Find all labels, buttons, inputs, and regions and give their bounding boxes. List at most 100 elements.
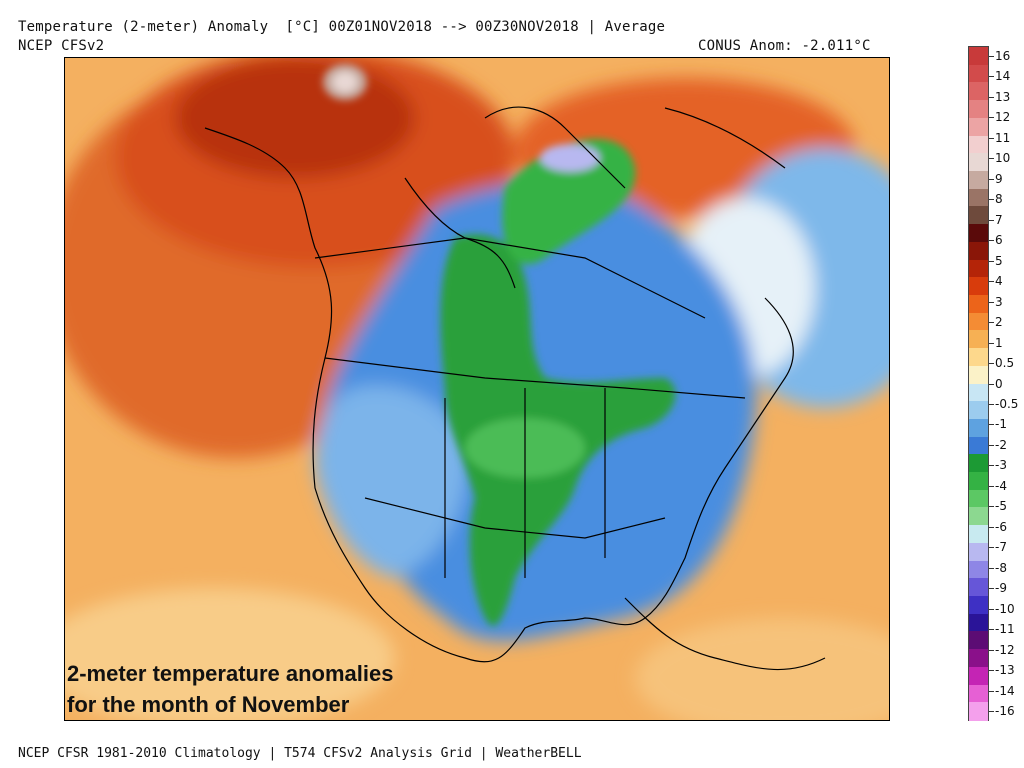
- colorbar-cell: [969, 348, 988, 367]
- colorbar-tick: [989, 158, 994, 160]
- colorbar-label: 5: [995, 253, 1003, 268]
- colorbar-label: -4: [995, 478, 1007, 493]
- colorbar-tick: [989, 465, 994, 467]
- colorbar-label: 8: [995, 192, 1003, 207]
- colorbar-cell: [969, 596, 988, 615]
- colorbar-tick: [989, 526, 994, 528]
- colorbar-tick: [989, 96, 994, 98]
- colorbar-label: 0: [995, 376, 1003, 391]
- colorbar-label: -3: [995, 458, 1007, 473]
- colorbar-tick: [989, 403, 994, 405]
- colorbar-cell: [969, 330, 988, 349]
- colorbar-tick: [989, 485, 994, 487]
- colorbar-label: 11: [995, 130, 1011, 145]
- colorbar-cell: [969, 702, 988, 721]
- colorbar-label: 10: [995, 151, 1011, 166]
- colorbar-cell: [969, 294, 988, 314]
- colorbar-label: 12: [995, 110, 1011, 125]
- colorbar-tick: [989, 506, 994, 508]
- colorbar-label: -0.5: [995, 396, 1019, 411]
- colorbar-tick: [989, 219, 994, 221]
- colorbar-tick: [989, 117, 994, 119]
- colorbar-label: -14: [995, 683, 1015, 698]
- field-pacific-south: [65, 588, 395, 720]
- colorbar-label: 7: [995, 212, 1003, 227]
- coastlines: [204, 106, 826, 671]
- anomaly-field: [65, 58, 889, 720]
- colorbar-cell: [969, 188, 988, 207]
- colorbar-cell: [969, 489, 988, 509]
- colorbar-tick: [989, 56, 994, 57]
- colorbar-label: 4: [995, 274, 1003, 289]
- colorbar-cell: [969, 418, 988, 438]
- colorbar-label: 6: [995, 233, 1003, 248]
- footer-credit: NCEP CFSR 1981-2010 Climatology | T574 C…: [18, 746, 582, 761]
- colorbar-label: 9: [995, 171, 1003, 186]
- colorbar-label: -12: [995, 642, 1015, 657]
- colorbar-tick: [989, 547, 994, 549]
- caption-line-2: for the month of November: [67, 692, 350, 717]
- colorbar-cell: [969, 472, 988, 491]
- colorbar-cell: [969, 578, 988, 597]
- colorbar-tick: [989, 711, 994, 712]
- map-title: Temperature (2-meter) Anomaly [°C] 00Z01…: [18, 19, 666, 35]
- colorbar-label: 2: [995, 315, 1003, 330]
- colorbar-label: -13: [995, 663, 1015, 678]
- colorbar-cell: [969, 47, 988, 66]
- field-western-us-cool: [315, 385, 467, 578]
- colorbar-tick: [989, 588, 994, 590]
- colorbar-cell: [969, 64, 988, 83]
- colorbar-label: 13: [995, 89, 1011, 104]
- field-alaska-peak-core: [333, 72, 357, 92]
- colorbar-tick: [989, 363, 994, 365]
- colorbar-cell: [969, 312, 988, 331]
- colorbar-cell: [969, 401, 988, 420]
- colorbar-label: 1: [995, 335, 1003, 350]
- colorbar-tick: [989, 199, 994, 201]
- colorbar-tick: [989, 178, 994, 180]
- field-baffin-extreme: [540, 144, 600, 172]
- colorbar-tick: [989, 424, 994, 426]
- colorbar-cell: [969, 206, 988, 225]
- colorbar-label: -1: [995, 417, 1007, 432]
- colorbar-tick: [989, 690, 994, 692]
- colorbar-cell: [969, 224, 988, 243]
- colorbar-tick: [989, 342, 994, 344]
- colorbar-label: 14: [995, 69, 1011, 84]
- field-arctic-warm: [175, 58, 415, 178]
- colorbar-cell: [969, 365, 988, 385]
- colorbar-tick: [989, 649, 994, 651]
- colorbar-cell: [969, 454, 988, 473]
- conus-anomaly-readout: CONUS Anom: -2.011°C: [698, 38, 871, 54]
- colorbar-label: -10: [995, 601, 1015, 616]
- colorbar-cell: [969, 383, 988, 402]
- map-caption: 2-meter temperature anomalies for the mo…: [67, 658, 393, 720]
- colorbar-label: -2: [995, 437, 1007, 452]
- colorbar-cell: [969, 542, 988, 562]
- colorbar-label: -6: [995, 519, 1007, 534]
- colorbar-label: -5: [995, 499, 1007, 514]
- colorbar-cell: [969, 100, 988, 119]
- colorbar-cell: [969, 82, 988, 101]
- anomaly-map: 2-meter temperature anomalies for the mo…: [64, 57, 890, 721]
- colorbar-tick: [989, 76, 994, 78]
- colorbar-label: 0.5: [995, 356, 1015, 371]
- field-baffin-cold: [502, 139, 636, 265]
- colorbar-cell: [969, 507, 988, 526]
- colorbar-cell: [969, 436, 988, 455]
- colorbar-cell: [969, 241, 988, 261]
- colorbar-cell: [969, 631, 988, 650]
- colorbar-tick: [989, 670, 994, 672]
- colorbar-cell: [969, 117, 988, 137]
- colorbar-cell: [969, 277, 988, 296]
- colorbar-cell: [969, 684, 988, 703]
- colorbar-label: -16: [995, 704, 1015, 718]
- colorbar-label: 16: [995, 49, 1011, 63]
- colorbar-cell: [969, 560, 988, 579]
- colorbar-cell: [969, 613, 988, 633]
- colorbar-tick: [989, 240, 994, 242]
- colorbar-label: -8: [995, 560, 1007, 575]
- colorbar-cell: [969, 525, 988, 544]
- caption-line-1: 2-meter temperature anomalies: [67, 661, 394, 686]
- colorbar-tick: [989, 137, 994, 139]
